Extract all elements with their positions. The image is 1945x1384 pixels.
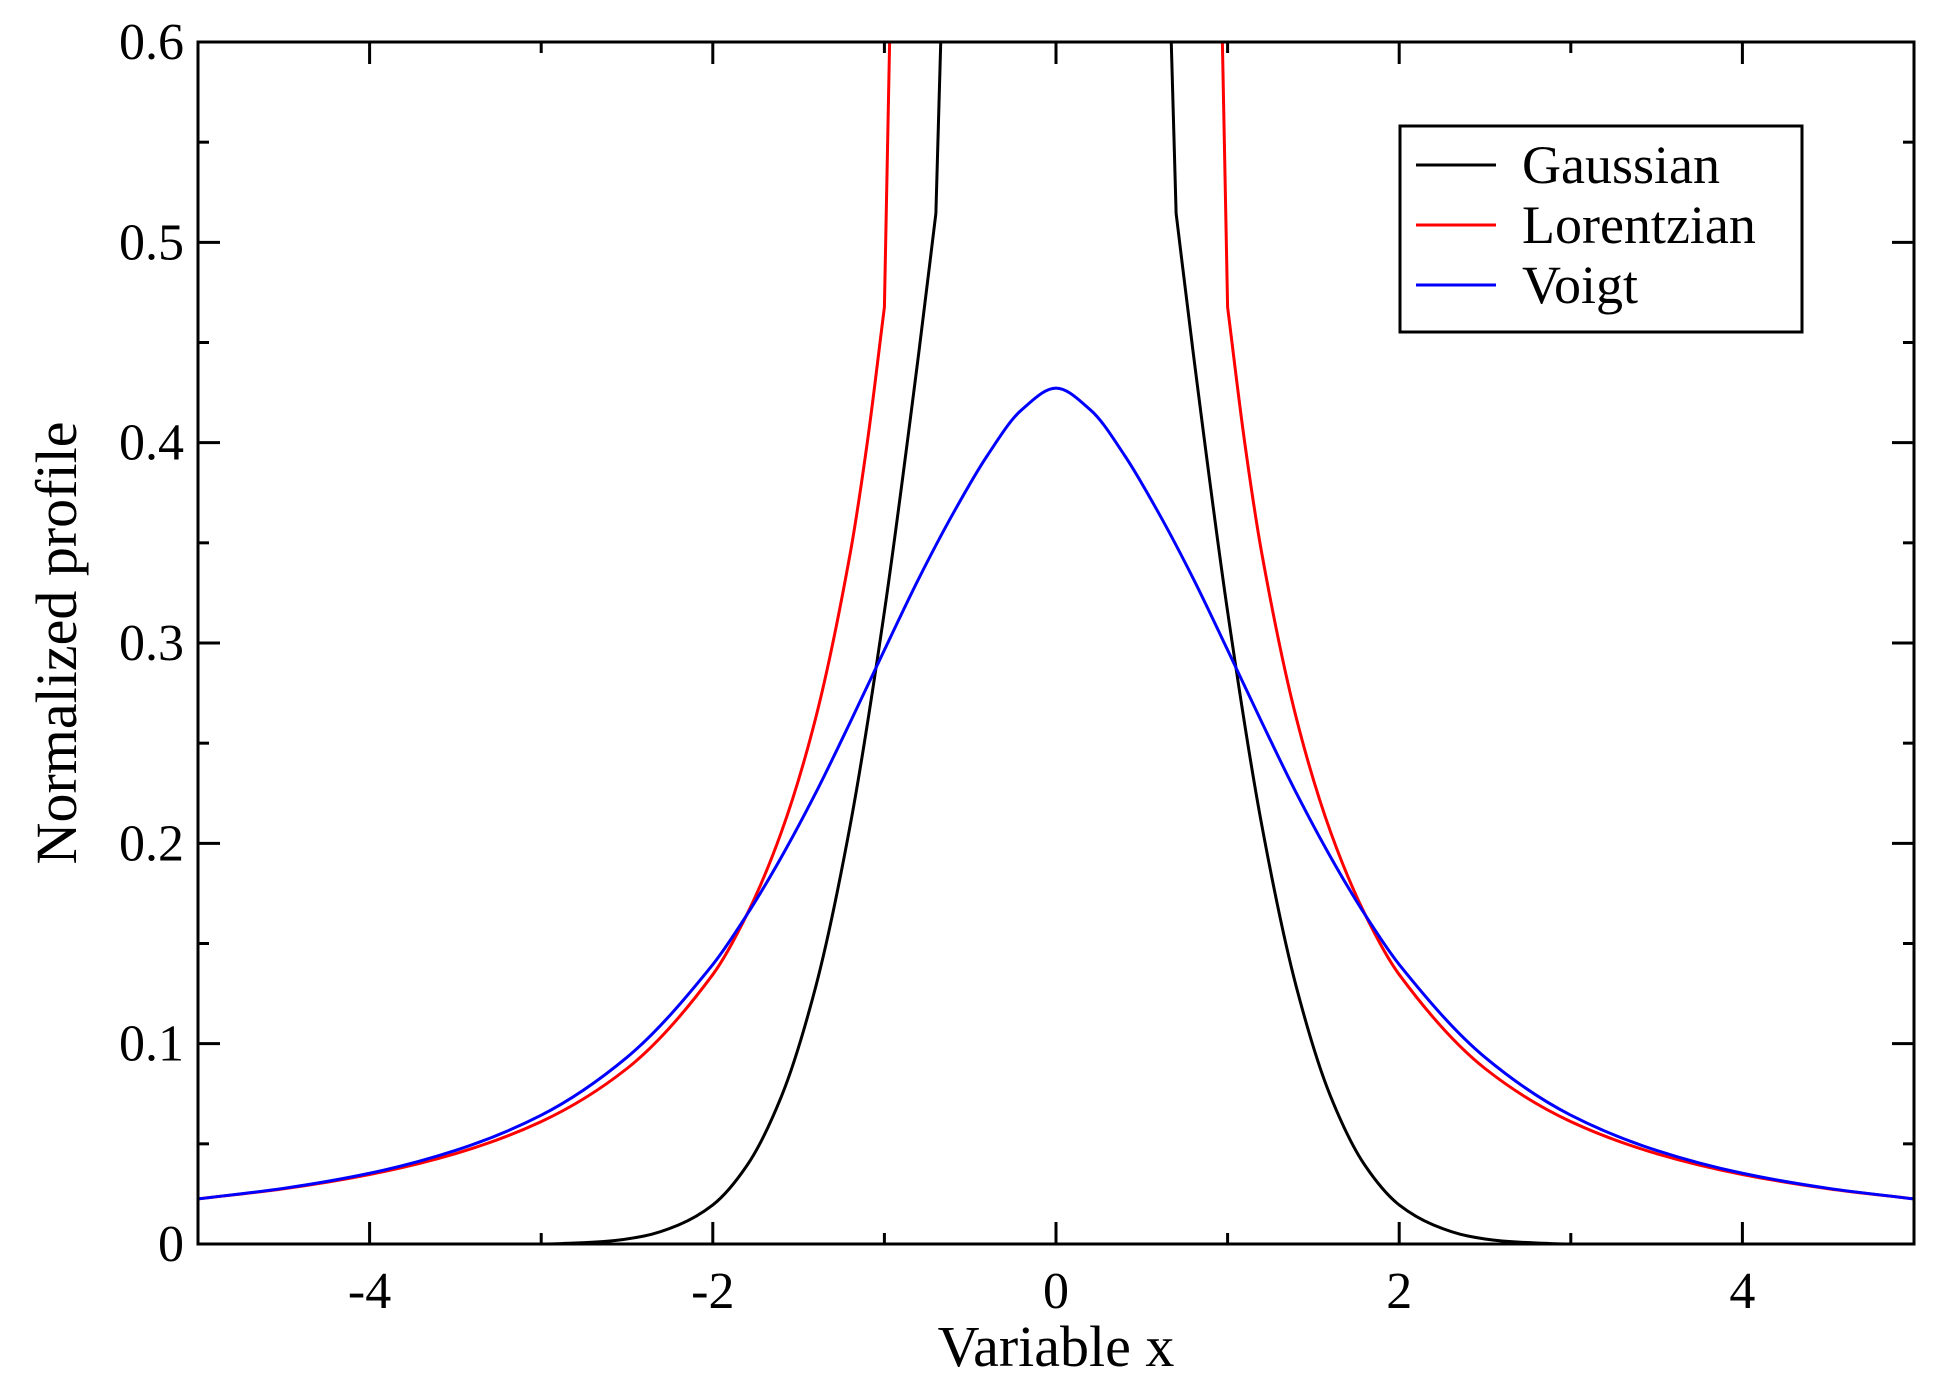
- y-tick-label: 0.3: [119, 615, 184, 672]
- y-axis-title: Normalized profile: [24, 422, 89, 865]
- y-tick-label: 0.2: [119, 815, 184, 872]
- y-tick-label: 0.4: [119, 415, 184, 472]
- series-line-gaussian: [1169, 42, 1914, 1244]
- y-axis-ticks: 0 0.1 0.2 0.3 0.4 0.5 0.6: [119, 14, 1914, 1273]
- series-line-lorentzian: [198, 42, 892, 1201]
- y-tick-label: 0.6: [119, 14, 184, 71]
- x-axis-ticks: -4 -2 0 2 4: [348, 42, 1755, 1320]
- x-tick-label: -4: [348, 1263, 391, 1320]
- series-line-gaussian: [198, 42, 943, 1244]
- legend-label-lorentzian: Lorentzian: [1522, 195, 1756, 255]
- x-axis-title: Variable x: [938, 1314, 1175, 1379]
- y-tick-label: 0.1: [119, 1016, 184, 1073]
- x-tick-label: 2: [1386, 1263, 1412, 1320]
- legend-box: [1398, 124, 1804, 334]
- series-line-voigt: [198, 386, 1914, 1201]
- legend: Gaussian Lorentzian Voigt: [1398, 124, 1804, 334]
- y-tick-label: 0.5: [119, 214, 184, 271]
- x-tick-label: 0: [1043, 1263, 1069, 1320]
- x-tick-label: -2: [691, 1263, 734, 1320]
- x-tick-label: 4: [1729, 1263, 1755, 1320]
- legend-label-voigt: Voigt: [1522, 255, 1638, 315]
- series-layer: [198, 42, 1914, 1244]
- legend-label-gaussian: Gaussian: [1522, 135, 1720, 195]
- y-tick-label: 0: [158, 1216, 184, 1273]
